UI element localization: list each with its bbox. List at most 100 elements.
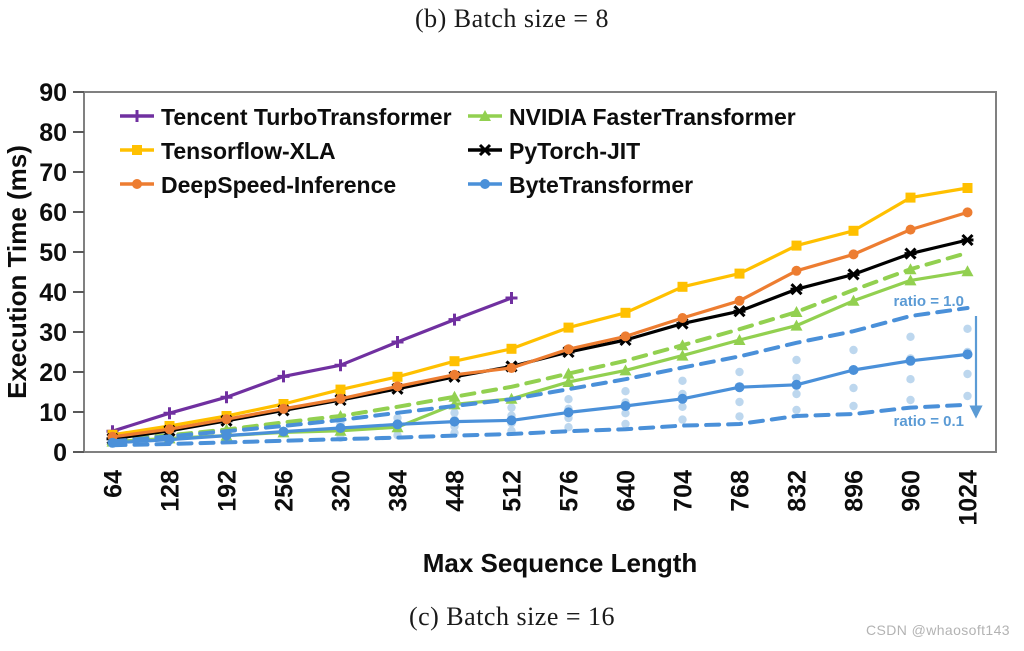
series-marker-circle xyxy=(335,423,346,433)
series-marker-circle xyxy=(392,419,403,430)
y-axis-tick-label: 50 xyxy=(39,239,67,267)
annotation-ratio-high: ratio = 1.0 xyxy=(894,293,964,310)
figure-caption-bottom: (c) Batch size = 16 xyxy=(408,602,616,631)
x-axis-tick-label: 128 xyxy=(157,470,185,512)
series-marker-plus xyxy=(505,292,518,304)
series-marker-square xyxy=(563,322,574,333)
scatter-cloud-point xyxy=(621,409,630,418)
x-axis-tick-labels-group: 64 128 192 256 320 384 448 512 576 640 704 768 832 89… xyxy=(100,470,983,526)
series-marker-circle xyxy=(734,295,745,306)
legend-entry-deepspeed-inference[interactable]: DeepSpeed-Inference xyxy=(120,172,396,198)
legend-entry-bytetransformer[interactable]: ByteTransformer xyxy=(468,172,693,198)
series-marker-circle xyxy=(449,369,460,380)
scatter-cloud-point xyxy=(564,395,573,404)
series-marker-plus xyxy=(448,313,461,326)
annotations-group: ratio = 1.0 ratio = 0.1 xyxy=(894,293,983,430)
series-marker-plus xyxy=(163,407,176,420)
series-marker-circle xyxy=(506,363,517,373)
series-marker-circle xyxy=(620,401,631,411)
series-marker-triangle xyxy=(790,319,803,331)
scatter-cloud-point xyxy=(963,391,972,401)
series-marker-triangle xyxy=(619,364,632,376)
series-marker-triangle xyxy=(961,265,974,277)
series-marker-circle xyxy=(848,249,859,260)
scatter-cloud-point xyxy=(792,355,801,365)
scatter-cloud-point xyxy=(792,389,801,399)
legend-entry-tensorflow-xla[interactable]: Tensorflow-XLA xyxy=(120,138,336,164)
scatter-cloud-point xyxy=(792,373,801,383)
legend-entry-nvidia-fastertransformer[interactable]: NVIDIA FasterTransformer xyxy=(468,104,796,130)
figure-caption-top: (b) Batch size = 8 xyxy=(414,4,610,33)
y-axis-tick-label: 20 xyxy=(39,359,67,387)
legend-label: PyTorch-JIT xyxy=(509,138,640,164)
series-marker-triangle xyxy=(904,274,917,286)
x-axis-tick-label: 192 xyxy=(214,470,242,512)
series-bytetransformer-ratio-0-1 xyxy=(110,402,970,448)
series-line xyxy=(110,250,970,442)
legend-entry-pytorch-jit[interactable]: PyTorch-JIT xyxy=(468,138,640,164)
series-group xyxy=(106,183,974,448)
x-axis-tick-label: 704 xyxy=(670,470,698,512)
series-marker-triangle xyxy=(479,110,491,121)
x-axis-tick-label: 320 xyxy=(328,470,356,512)
scatter-cloud-point xyxy=(849,345,858,355)
series-bytetransformer xyxy=(107,349,973,448)
series-marker-triangle xyxy=(562,376,575,387)
scatter-cloud-point xyxy=(906,332,915,341)
legend-label: Tencent TurboTransformer xyxy=(161,104,452,130)
watermark-label: CSDN @whaosoft143 xyxy=(866,622,1010,638)
x-axis-title: Max Sequence Length xyxy=(423,548,698,578)
series-marker-plus xyxy=(391,336,404,348)
series-marker-plus xyxy=(220,391,233,404)
scatter-cloud-point xyxy=(507,403,516,412)
series-bytetransformer-ratio-1-0 xyxy=(110,306,970,444)
series-marker-plus xyxy=(277,370,290,383)
series-marker-square xyxy=(132,145,142,155)
series-marker-circle xyxy=(905,355,916,366)
series-marker-square xyxy=(791,240,802,251)
scatter-cloud-point xyxy=(792,405,801,415)
legend-group: Tencent TurboTransformer NVIDIA FasterTra… xyxy=(120,104,796,198)
series-line xyxy=(110,296,514,433)
scatter-cloud-point xyxy=(678,376,687,385)
series-marker-circle xyxy=(132,179,142,189)
legend-label: NVIDIA FasterTransformer xyxy=(509,104,796,130)
x-axis-title-group: Max Sequence Length xyxy=(423,548,698,578)
x-axis-tick-label: 896 xyxy=(841,470,869,512)
y-axis-tick-labels-group: 0 10 20 30 40 50 60 70 80 90 xyxy=(39,79,67,467)
series-marker-triangle xyxy=(790,306,803,317)
series-marker-square xyxy=(905,192,916,203)
series-marker-circle xyxy=(164,424,175,435)
series-line xyxy=(110,186,970,437)
legend-label: Tensorflow-XLA xyxy=(161,138,336,164)
series-marker-square xyxy=(506,343,517,354)
y-axis-tick-label: 40 xyxy=(39,279,67,307)
legend-label: ByteTransformer xyxy=(509,172,693,198)
legend-entry-tencent-turbotransformer[interactable]: Tencent TurboTransformer xyxy=(120,104,452,130)
scatter-cloud-point xyxy=(906,395,915,405)
scatter-cloud-point xyxy=(678,415,687,424)
series-marker-triangle xyxy=(676,349,689,361)
scatter-cloud-point xyxy=(678,402,687,411)
scatter-cloud-point xyxy=(735,412,744,421)
scatter-cloud-point xyxy=(450,408,459,417)
scatter-cloud-point xyxy=(849,383,858,393)
x-axis-tick-label: 1024 xyxy=(955,470,983,526)
y-axis-tick-label: 90 xyxy=(39,79,67,107)
y-axis-title: Execution Time (ms) xyxy=(2,145,32,399)
y-axis-tick-label: 30 xyxy=(39,319,67,347)
x-axis-tick-label: 576 xyxy=(556,470,584,512)
scatter-cloud-point xyxy=(564,423,573,432)
series-marker-circle xyxy=(278,403,289,414)
series-marker-circle xyxy=(962,207,973,218)
x-axis-tick-label: 832 xyxy=(784,470,812,512)
y-axis-tick-label: 10 xyxy=(39,399,67,427)
scatter-cloud-point xyxy=(735,397,744,407)
annotation-ratio-low: ratio = 0.1 xyxy=(894,413,964,430)
scatter-cloud-point xyxy=(849,401,858,411)
legend-label: DeepSpeed-Inference xyxy=(161,172,396,198)
series-marker-circle xyxy=(563,407,574,418)
series-marker-circle xyxy=(620,331,631,342)
